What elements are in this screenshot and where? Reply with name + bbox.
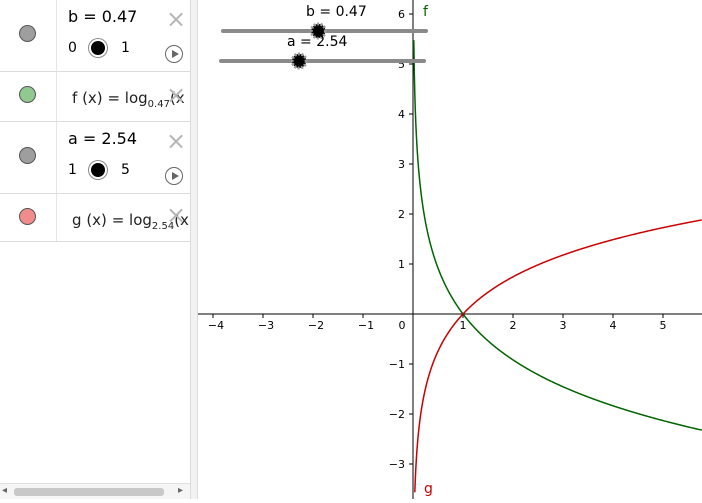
log-base: 2.54: [151, 221, 175, 232]
row-separator: [56, 0, 57, 71]
slider-b-widget[interactable]: b = 0.47: [221, 4, 428, 40]
slider-b-label: b = 0.47: [306, 4, 367, 20]
visibility-toggle-g[interactable]: [19, 208, 36, 225]
slider-b-mini-handle[interactable]: [91, 41, 105, 55]
y-tick-label: −1: [389, 358, 405, 371]
x-tick-label: 0: [399, 319, 406, 332]
x-tick-label: −4: [208, 319, 224, 332]
equals-sign: =: [107, 89, 121, 107]
log-text: log: [129, 211, 152, 229]
slider-b-max: 1: [121, 40, 130, 56]
function-f-label: f: [423, 4, 429, 20]
function-arg: (x): [82, 89, 103, 107]
row-separator: [56, 194, 57, 241]
function-f-row[interactable]: f (x) = log0.47(x ×: [0, 72, 190, 122]
y-tick-label: 2: [398, 208, 405, 221]
function-g-definition[interactable]: g (x) = log2.54(x: [72, 211, 189, 232]
x-tick-label: 4: [610, 319, 617, 332]
x-tick-label: 2: [510, 319, 517, 332]
equals-sign: =: [111, 211, 125, 229]
visibility-toggle-f[interactable]: [19, 86, 36, 103]
y-tick-label: 4: [398, 108, 405, 121]
close-icon[interactable]: ×: [166, 5, 187, 33]
scrollbar-thumb[interactable]: [14, 488, 164, 496]
log-arg: (x: [169, 89, 185, 107]
y-tick-label: 5: [398, 58, 405, 71]
y-tick-label: 3: [398, 158, 405, 171]
slider-a-handle[interactable]: [290, 52, 308, 70]
y-tick-label: 1: [398, 258, 405, 271]
scroll-left-arrow-icon[interactable]: ◂: [2, 485, 8, 496]
scroll-right-arrow-icon[interactable]: ▸: [178, 485, 184, 496]
slider-a-label: a = 2.54: [287, 34, 347, 50]
function-f-curve[interactable]: [413, 40, 702, 431]
function-arg: (x): [86, 211, 107, 229]
y-tick-label: 6: [398, 8, 405, 21]
slider-a-row[interactable]: a = 2.54 × 1 5: [0, 122, 190, 194]
horizontal-scrollbar[interactable]: ◂ ▸: [0, 483, 190, 499]
slider-a-widget[interactable]: a = 2.54: [219, 34, 426, 70]
log-text: log: [124, 89, 148, 107]
close-icon[interactable]: ×: [166, 201, 187, 229]
slider-a-min: 1: [68, 162, 77, 178]
close-icon[interactable]: ×: [166, 127, 187, 155]
visibility-toggle-b[interactable]: [19, 25, 36, 42]
slider-b-handle[interactable]: [309, 22, 327, 40]
slider-a-mini-handle[interactable]: [91, 163, 105, 177]
view-divider[interactable]: [190, 0, 198, 499]
play-icon[interactable]: [165, 45, 183, 63]
function-name: g: [72, 211, 82, 229]
slider-a-definition[interactable]: a = 2.54: [68, 129, 138, 148]
x-tick-label: 3: [560, 319, 567, 332]
function-g-row[interactable]: g (x) = log2.54(x ×: [0, 194, 190, 242]
x-tick-label: −2: [308, 319, 324, 332]
y-tick-label: −3: [389, 458, 405, 471]
graphics-view[interactable]: −4 −3 −2 −1 0 1 2 3 4 5 6 5 4 3 2 1 −1: [198, 0, 702, 499]
row-separator: [56, 72, 57, 121]
x-tick-label: −3: [258, 319, 274, 332]
function-f-definition[interactable]: f (x) = log0.47(x: [72, 89, 185, 110]
x-tick-label: 5: [660, 319, 667, 332]
function-g-curve[interactable]: [414, 219, 702, 493]
slider-b-definition[interactable]: b = 0.47: [68, 7, 138, 26]
x-tick-label: −1: [358, 319, 374, 332]
visibility-toggle-a[interactable]: [19, 147, 36, 164]
y-tick-label: −2: [389, 408, 405, 421]
play-icon[interactable]: [165, 167, 183, 185]
algebra-view: b = 0.47 × 0 1 f (x) = log0.47(x × a = 2…: [0, 0, 190, 499]
row-separator: [56, 122, 57, 193]
close-icon[interactable]: ×: [166, 81, 187, 109]
slider-b-row[interactable]: b = 0.47 × 0 1: [0, 0, 190, 72]
x-tick-label: 1: [460, 319, 467, 332]
log-base: 0.47: [147, 99, 170, 110]
log-arg: (x: [174, 211, 189, 229]
function-name: f: [72, 89, 78, 107]
function-g-label: g: [424, 481, 433, 497]
slider-b-min: 0: [68, 40, 77, 56]
slider-a-max: 5: [121, 162, 130, 178]
